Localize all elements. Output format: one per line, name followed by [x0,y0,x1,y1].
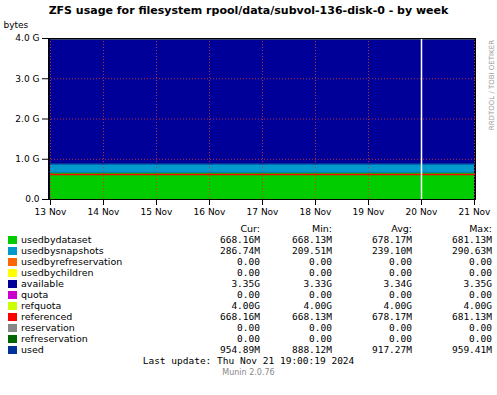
html-text:681.13M: 681.13M [452,311,492,322]
svg-text:4.0 G: 4.0 G [15,33,39,43]
html-text:quota: quota [21,289,49,300]
html-text:0.00: 0.00 [469,333,492,344]
html-text:0.00: 0.00 [389,256,412,267]
html-text:917.27M: 917.27M [372,344,412,355]
html-text:3.34G: 3.34G [383,278,412,289]
html-text:reservation: reservation [21,322,75,333]
html-text:4.00G: 4.00G [463,300,492,311]
svg-text:21 Nov: 21 Nov [459,207,492,217]
html-text:0.00: 0.00 [309,256,332,267]
html-text:954.89M: 954.89M [220,344,260,355]
html-text:refreservation: refreservation [21,333,88,344]
svg-text:18 Nov: 18 Nov [300,207,333,217]
html-text:0.00: 0.00 [469,322,492,333]
html-text:3.33G: 3.33G [303,278,332,289]
html-text:RRDTOOL / TOBI OETIKER: RRDTOOL / TOBI OETIKER [488,40,496,131]
html-text:usedbydataset: usedbydataset [21,234,92,245]
html-text:Cur:: Cur: [240,223,260,234]
html-text:290.63M: 290.63M [452,245,492,256]
html-text:3.35G: 3.35G [231,278,260,289]
html-text:Avg:: Avg: [391,223,412,234]
svg-text:0.0: 0.0 [25,194,40,204]
html-text:0.00: 0.00 [237,289,260,300]
svg-text:15 Nov: 15 Nov [141,207,174,217]
svg-text:20 Nov: 20 Nov [406,207,439,217]
html-text:959.41M: 959.41M [452,344,492,355]
html-text:668.13M: 668.13M [292,234,332,245]
svg-text:17 Nov: 17 Nov [247,207,280,217]
svg-text:19 Nov: 19 Nov [353,207,386,217]
html-text:668.16M: 668.16M [220,311,260,322]
html-text:4.00G: 4.00G [303,300,332,311]
html-text:209.51M: 209.51M [292,245,332,256]
html-text:4.00G: 4.00G [231,300,260,311]
svg-text:13 Nov: 13 Nov [35,207,68,217]
html-text:0.00: 0.00 [389,333,412,344]
html-text:3.35G: 3.35G [463,278,492,289]
html-text:0.00: 0.00 [237,333,260,344]
html-text:0.00: 0.00 [389,322,412,333]
html-text:Munin 2.0.76: Munin 2.0.76 [222,368,275,377]
html-text:0.00: 0.00 [469,267,492,278]
html-text:239.10M: 239.10M [372,245,412,256]
html-text:available: available [21,278,64,289]
html-text:4.00G: 4.00G [383,300,412,311]
html-text:Last update: Thu Nov 21 19:00:: Last update: Thu Nov 21 19:00:19 2024 [142,355,355,366]
html-text:ZFS usage for filesystem rpool: ZFS usage for filesystem rpool/data/subv… [48,4,449,17]
html-text:0.00: 0.00 [469,289,492,300]
html-text:668.13M: 668.13M [292,311,332,322]
html-text:678.17M: 678.17M [372,311,412,322]
html-text:Min:: Min: [311,223,332,234]
svg-text:3.0 G: 3.0 G [15,74,39,84]
html-text:usedbysnapshots: usedbysnapshots [21,245,104,256]
html-text:681.13M: 681.13M [452,234,492,245]
html-text:888.12M: 888.12M [292,344,332,355]
svg-text:1.0 G: 1.0 G [15,154,39,164]
html-text:0.00: 0.00 [237,267,260,278]
html-text:0.00: 0.00 [309,289,332,300]
html-text:0.00: 0.00 [389,267,412,278]
html-text:refquota: refquota [21,300,62,311]
svg-text:14 Nov: 14 Nov [88,207,121,217]
html-text:668.16M: 668.16M [220,234,260,245]
html-text:0.00: 0.00 [237,322,260,333]
html-text:Max:: Max: [469,223,492,234]
html-text:0.00: 0.00 [309,267,332,278]
html-text:usedbyrefreservation: usedbyrefreservation [21,256,123,267]
svg-text:bytes: bytes [4,20,29,30]
html-text:referenced: referenced [21,311,73,322]
html-text:used: used [21,344,44,355]
html-text:0.00: 0.00 [309,333,332,344]
html-text:0.00: 0.00 [389,289,412,300]
html-text:usedbychildren: usedbychildren [21,267,94,278]
html-text:0.00: 0.00 [309,322,332,333]
html-text:0.00: 0.00 [237,256,260,267]
html-text:286.74M: 286.74M [220,245,260,256]
html-text:678.17M: 678.17M [372,234,412,245]
svg-text:2.0 G: 2.0 G [15,114,39,124]
svg-text:16 Nov: 16 Nov [194,207,227,217]
html-text:0.00: 0.00 [469,256,492,267]
